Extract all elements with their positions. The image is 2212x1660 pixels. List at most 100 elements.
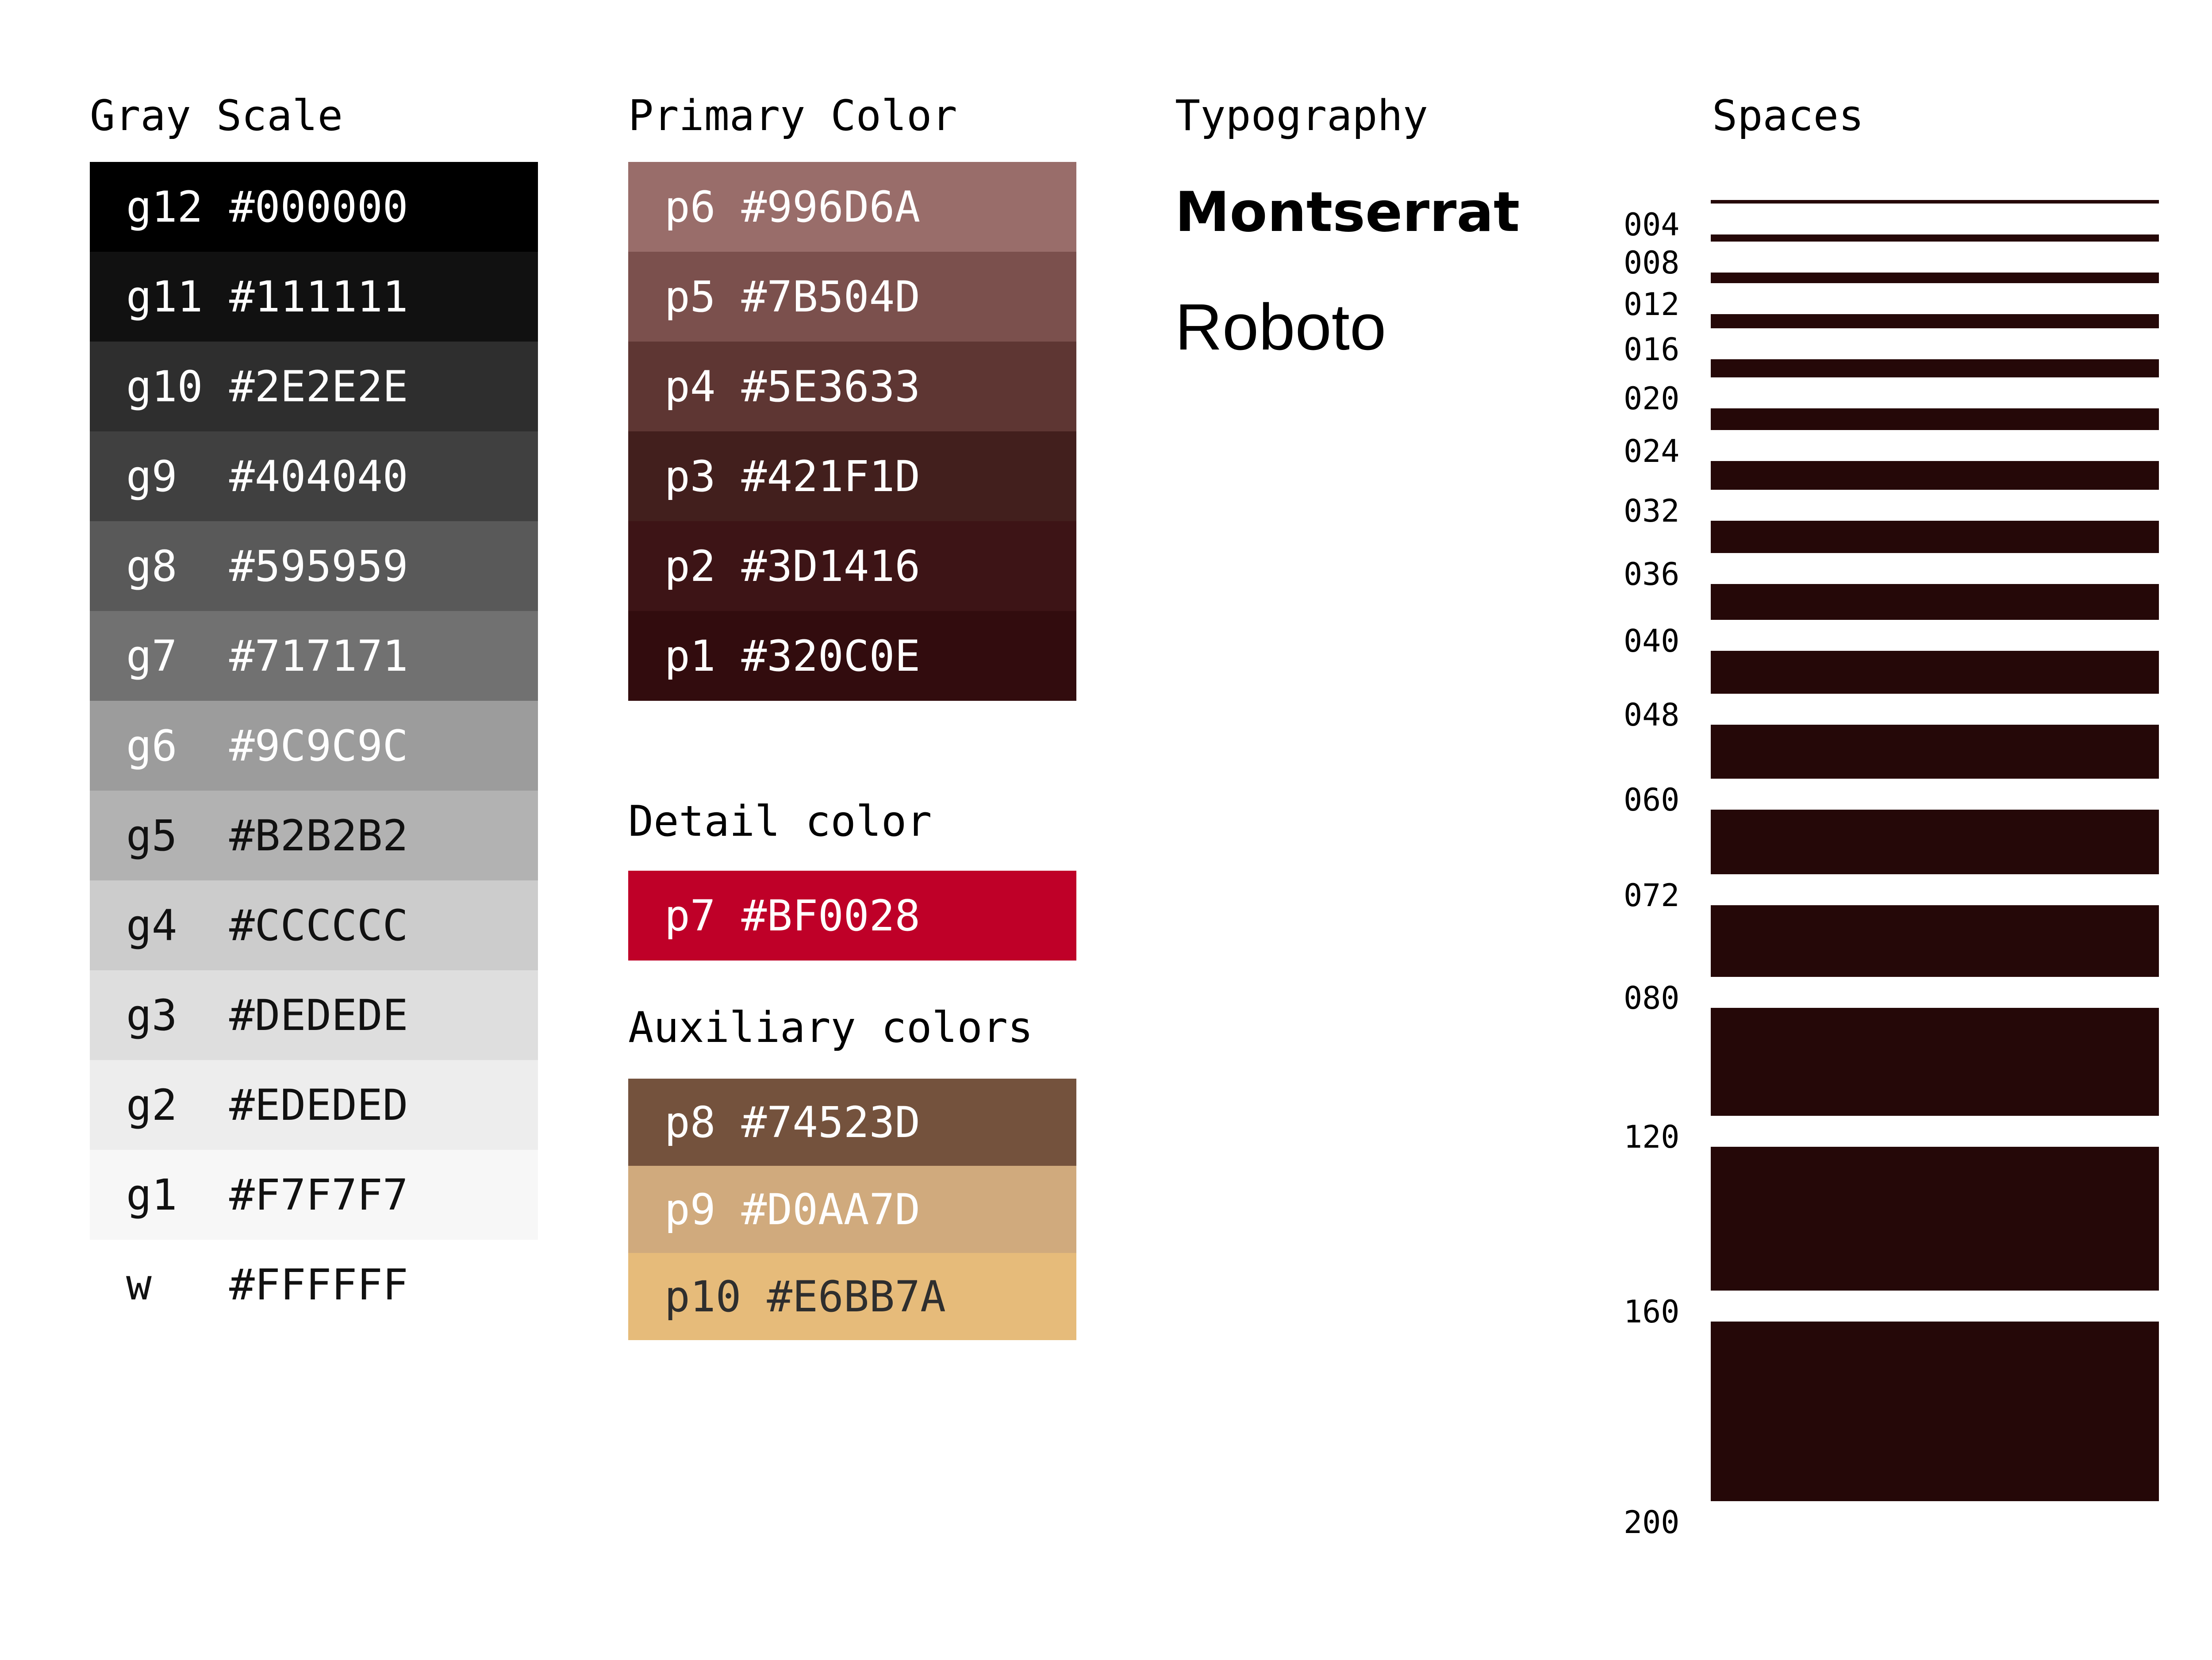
- swatch-hex: #DEDEDE: [229, 990, 408, 1040]
- primary-swatch-p1: p1 #320C0E: [628, 611, 1076, 701]
- swatch-name: p8: [664, 1097, 716, 1147]
- swatch-name: g7: [126, 631, 177, 681]
- swatch-hex: #404040: [229, 451, 408, 501]
- swatch-hex: #996D6A: [741, 182, 921, 232]
- typography-sample-roboto: Roboto: [1175, 291, 1386, 364]
- swatch-name: g11: [126, 272, 203, 322]
- swatch-name: p3: [664, 451, 716, 501]
- primary-color-swatches: p6 #996D6A p5 #7B504D p4 #5E3633 p3 #421…: [628, 162, 1076, 701]
- swatch-name: p6: [664, 182, 716, 232]
- gray-swatch-g3: g3 #DEDEDE: [90, 970, 538, 1060]
- space-label-080: 080: [1624, 980, 1680, 1016]
- swatch-hex: #9C9C9C: [229, 721, 408, 771]
- space-bar-200: [1711, 1322, 2159, 1501]
- space-label-032: 032: [1624, 493, 1680, 529]
- swatch-hex: #EDEDED: [229, 1080, 408, 1130]
- swatch-hex: #E6BB7A: [767, 1272, 946, 1322]
- swatch-hex: #D0AA7D: [741, 1184, 921, 1234]
- swatch-hex: #7B504D: [741, 272, 921, 322]
- swatch-name: g4: [126, 900, 177, 950]
- space-label-016: 016: [1624, 331, 1680, 368]
- swatch-name: p1: [664, 631, 716, 681]
- space-bar-080: [1711, 905, 2159, 977]
- swatch-name: p2: [664, 541, 716, 591]
- gray-swatch-g12: g12 #000000: [90, 162, 538, 252]
- swatch-hex: #595959: [229, 541, 408, 591]
- swatch-hex: #BF0028: [741, 891, 921, 941]
- swatch-hex: #5E3633: [741, 361, 921, 411]
- swatch-hex: #320C0E: [741, 631, 921, 681]
- space-bar-004: [1711, 200, 2159, 204]
- swatch-name: p9: [664, 1184, 716, 1234]
- space-bar-060: [1711, 725, 2159, 779]
- space-label-072: 072: [1624, 877, 1680, 914]
- space-bar-072: [1711, 810, 2159, 874]
- swatch-name: g10: [126, 361, 203, 411]
- swatch-hex: #F7F7F7: [229, 1170, 408, 1220]
- gray-swatch-w: w #FFFFFF: [90, 1240, 538, 1330]
- typography-title: Typography: [1175, 92, 1428, 140]
- space-bar-032: [1711, 461, 2159, 490]
- swatch-hex: #111111: [229, 272, 408, 322]
- space-bar-120: [1711, 1008, 2159, 1116]
- space-bar-036: [1711, 521, 2159, 553]
- space-bar-020: [1711, 359, 2159, 377]
- primary-swatch-p5: p5 #7B504D: [628, 252, 1076, 342]
- gray-swatch-g4: g4 #CCCCCC: [90, 880, 538, 970]
- gray-swatch-g5: g5 #B2B2B2: [90, 791, 538, 880]
- space-bar-048: [1711, 651, 2159, 694]
- space-bar-024: [1711, 408, 2159, 430]
- space-label-020: 020: [1624, 380, 1680, 417]
- typography-sample-montserrat: Montserrat: [1175, 181, 1520, 244]
- space-bar-040: [1711, 584, 2159, 620]
- swatch-name: g12: [126, 182, 203, 232]
- swatch-name: g8: [126, 541, 177, 591]
- detail-color-title: Detail color: [628, 797, 932, 846]
- gray-swatch-g2: g2 #EDEDED: [90, 1060, 538, 1150]
- swatch-name: p5: [664, 272, 716, 322]
- gray-swatch-g1: g1 #F7F7F7: [90, 1150, 538, 1240]
- space-label-160: 160: [1624, 1294, 1680, 1330]
- space-label-040: 040: [1624, 623, 1680, 659]
- swatch-name: p4: [664, 361, 716, 411]
- swatch-name: g1: [126, 1170, 177, 1220]
- swatch-hex: #3D1416: [741, 541, 921, 591]
- swatch-hex: #FFFFFF: [229, 1260, 408, 1310]
- swatch-name: g5: [126, 811, 177, 861]
- gray-swatch-g8: g8 #595959: [90, 521, 538, 611]
- gray-swatch-g7: g7 #717171: [90, 611, 538, 701]
- auxiliary-colors-swatches: p8 #74523D p9 #D0AA7D p10 #E6BB7A: [628, 1079, 1076, 1340]
- detail-swatch-p7: p7 #BF0028: [628, 871, 1076, 961]
- gray-scale-swatches: g12 #000000 g11 #111111 g10 #2E2E2E g9 #…: [90, 162, 538, 1330]
- auxiliary-swatch-p9: p9 #D0AA7D: [628, 1166, 1076, 1253]
- primary-swatch-p3: p3 #421F1D: [628, 431, 1076, 521]
- primary-swatch-p2: p2 #3D1416: [628, 521, 1076, 611]
- space-label-048: 048: [1624, 697, 1680, 733]
- swatch-hex: #000000: [229, 182, 408, 232]
- space-bar-012: [1711, 273, 2159, 283]
- space-label-200: 200: [1624, 1504, 1680, 1541]
- swatch-name: p7: [664, 891, 716, 941]
- space-bar-008: [1711, 234, 2159, 242]
- primary-color-title: Primary Color: [628, 92, 957, 140]
- swatch-hex: #421F1D: [741, 451, 921, 501]
- gray-swatch-g6: g6 #9C9C9C: [90, 701, 538, 791]
- auxiliary-swatch-p8: p8 #74523D: [628, 1079, 1076, 1166]
- space-bar-016: [1711, 314, 2159, 328]
- spaces-title: Spaces: [1712, 92, 1864, 140]
- swatch-hex: #717171: [229, 631, 408, 681]
- space-label-120: 120: [1624, 1119, 1680, 1155]
- swatch-name: g2: [126, 1080, 177, 1130]
- swatch-name: g3: [126, 990, 177, 1040]
- space-label-012: 012: [1624, 286, 1680, 323]
- swatch-name: w: [126, 1260, 152, 1310]
- swatch-name: g6: [126, 721, 177, 771]
- space-label-004: 004: [1624, 207, 1680, 243]
- gray-swatch-g10: g10 #2E2E2E: [90, 342, 538, 431]
- swatch-name: g9: [126, 451, 177, 501]
- auxiliary-swatch-p10: p10 #E6BB7A: [628, 1253, 1076, 1340]
- swatch-hex: #2E2E2E: [229, 361, 408, 411]
- space-label-060: 060: [1624, 782, 1680, 818]
- gray-swatch-g11: g11 #111111: [90, 252, 538, 342]
- primary-swatch-p4: p4 #5E3633: [628, 342, 1076, 431]
